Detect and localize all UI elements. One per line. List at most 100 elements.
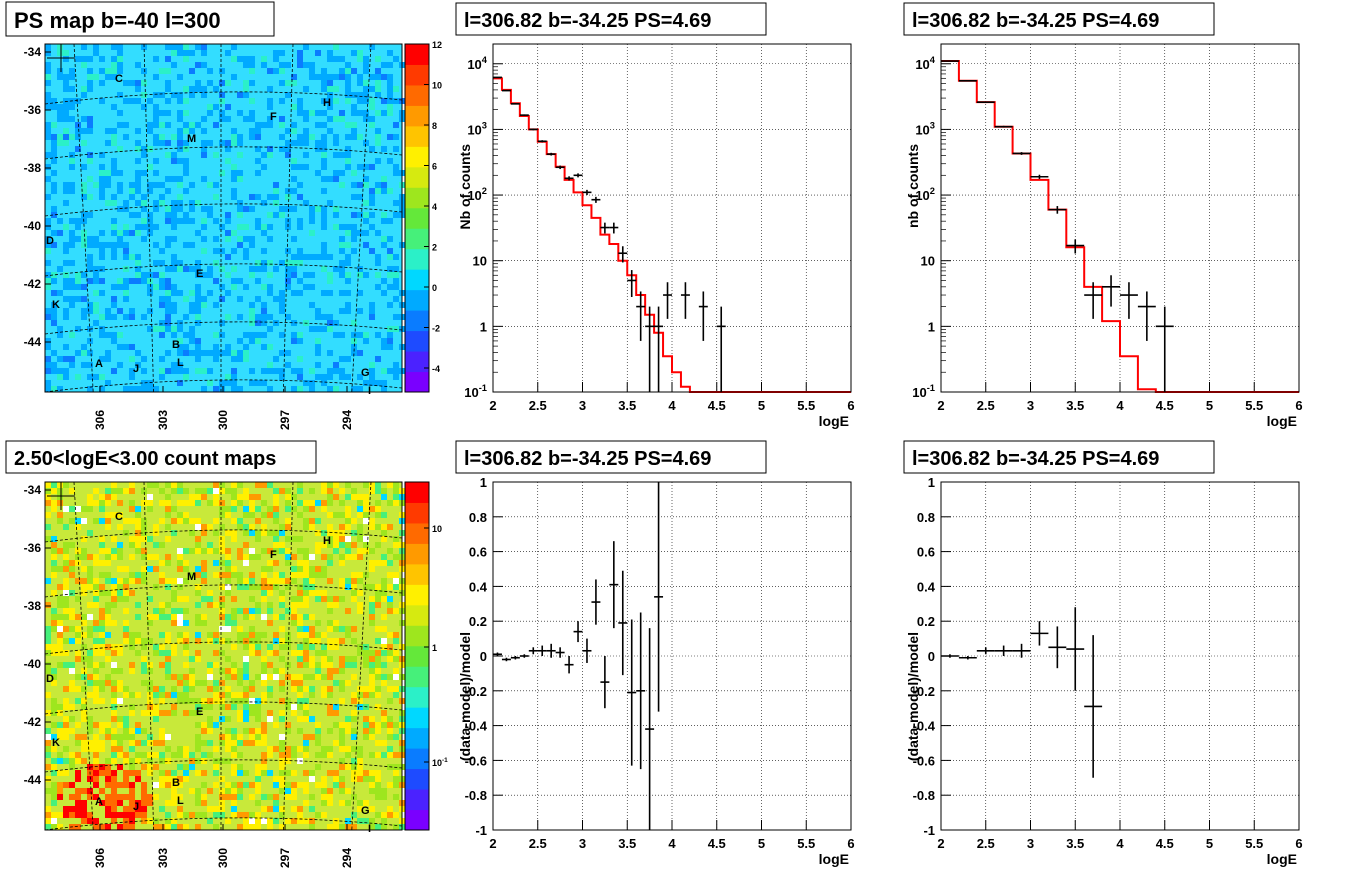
map-pixel [63,806,69,812]
map-pixel [117,110,123,116]
map-pixel [249,794,255,800]
map-pixel [153,818,159,824]
map-pixel [351,584,357,590]
map-pixel [111,776,117,782]
map-pixel [189,548,195,554]
map-pixel [261,332,267,338]
map-pixel [99,614,105,620]
map-pixel [255,380,261,386]
map-pixel [267,530,273,536]
map-pixel [105,128,111,134]
data-point [1084,282,1103,319]
map-pixel [135,200,141,206]
map-pixel [117,542,123,548]
map-pixel [81,308,87,314]
map-pixel [285,638,291,644]
map-pixel [231,536,237,542]
map-pixel [327,788,333,794]
map-pixel [213,302,219,308]
map-pixel [57,782,63,788]
map-pixel [285,578,291,584]
map-pixel [75,350,81,356]
map-pixel [321,86,327,92]
map-pixel [321,530,327,536]
map-pixel [201,248,207,254]
map-pixel [369,806,375,812]
map-pixel [93,554,99,560]
data-point [636,291,646,341]
map-pixel [243,86,249,92]
map-ytick-label: -36 [24,103,42,117]
map-pixel [195,344,201,350]
map-pixel [75,674,81,680]
map-pixel [285,722,291,728]
source-label-G: G [361,367,370,379]
map-pixel [117,230,123,236]
map-pixel [75,614,81,620]
map-pixel [183,764,189,770]
map-pixel [153,782,159,788]
map-pixel [93,596,99,602]
map-pixel [291,602,297,608]
map-pixel [381,722,387,728]
map-pixel [129,572,135,578]
map-pixel [201,548,207,554]
map-pixel [75,596,81,602]
map-pixel [129,704,135,710]
map-pixel [51,350,57,356]
map-pixel [327,290,333,296]
map-pixel [189,710,195,716]
map-pixel [375,584,381,590]
map-pixel [285,758,291,764]
map-pixel [177,260,183,266]
map-pixel [57,566,63,572]
map-pixel [159,68,165,74]
map-pixel [273,182,279,188]
map-pixel [177,488,183,494]
map-pixel [255,788,261,794]
map-pixel [219,350,225,356]
map-pixel [105,728,111,734]
map-pixel [69,704,75,710]
map-pixel [87,302,93,308]
map-pixel [177,608,183,614]
map-pixel [249,110,255,116]
map-pixel [141,638,147,644]
map-pixel [111,692,117,698]
map-pixel [261,512,267,518]
map-pixel [189,92,195,98]
map-pixel [285,284,291,290]
map-pixel [321,596,327,602]
map-pixel [189,218,195,224]
map-pixel [51,614,57,620]
plot-frame [492,481,852,831]
map-pixel [291,788,297,794]
map-pixel [285,560,291,566]
map-pixel [375,524,381,530]
map-pixel [237,812,243,818]
map-pixel [375,752,381,758]
map-pixel [345,164,351,170]
map-pixel [273,806,279,812]
map-pixel [201,218,207,224]
map-pixel [129,182,135,188]
map-pixel [291,794,297,800]
map-pixel [105,632,111,638]
map-pixel [273,56,279,62]
map-pixel [63,248,69,254]
x-tick-label: 6 [847,836,854,851]
map-pixel [357,92,363,98]
map-pixel [393,86,399,92]
map-pixel [111,650,117,656]
map-pixel [387,500,393,506]
data-point [510,656,520,660]
map-pixel [261,818,267,824]
map-pixel [261,680,267,686]
map-pixel [291,578,297,584]
map-pixel [105,770,111,776]
map-pixel [201,140,207,146]
map-pixel [159,698,165,704]
map-pixel [195,500,201,506]
map-pixel [207,632,213,638]
